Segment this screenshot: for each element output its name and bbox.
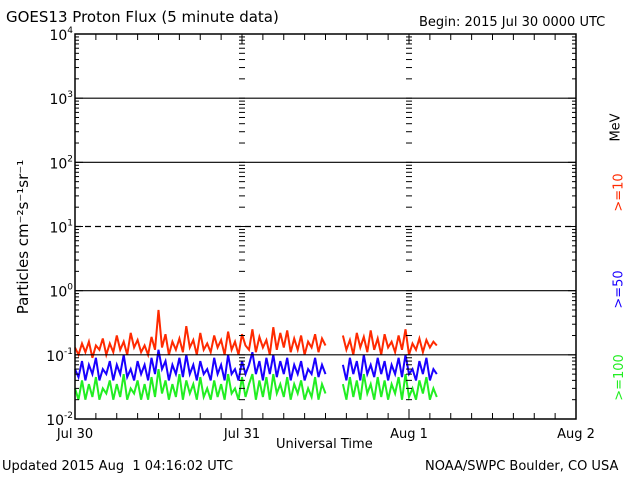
y-tick-label: 10-1 [46, 347, 73, 365]
series-line-ge50 [74, 349, 327, 381]
credit-label: NOAA/SWPC Boulder, CO USA [425, 459, 619, 474]
series-line-ge10 [341, 329, 438, 357]
y-tick-label: 102 [49, 154, 73, 172]
series-line-ge100 [341, 373, 438, 401]
x-tick-label: Aug 1 [390, 427, 428, 442]
y-tick-label: 103 [49, 90, 73, 108]
series-line-ge50 [341, 354, 438, 381]
x-axis-label: Universal Time [276, 437, 373, 452]
x-tick-label: Jul 30 [56, 427, 93, 442]
y-tick-label: 10-2 [46, 411, 73, 429]
begin-label: Begin: 2015 Jul 30 0000 UTC [419, 15, 606, 30]
x-tick-label: Aug 2 [557, 427, 595, 442]
x-tick-label: Jul 31 [223, 427, 260, 442]
y-tick-label: 101 [49, 219, 73, 237]
updated-timestamp: Updated 2015 Aug 1 04:16:02 UTC [2, 459, 234, 474]
chart-title: GOES13 Proton Flux (5 minute data) [6, 8, 279, 26]
series-line-ge10 [74, 309, 327, 359]
y-tick-label: 100 [49, 283, 73, 301]
y-tick-label: 104 [49, 26, 73, 44]
series-line-ge100 [74, 368, 327, 401]
